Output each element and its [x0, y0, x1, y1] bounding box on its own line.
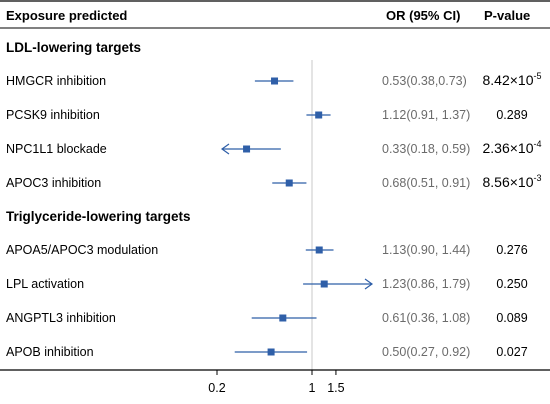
ci-text: 0.61(0.36, 1.08): [382, 311, 470, 325]
p-value: 0.250: [496, 277, 527, 291]
header-exposure: Exposure predicted: [6, 8, 127, 23]
row-label: PCSK9 inhibition: [6, 108, 100, 122]
header-pvalue: P-value: [484, 8, 530, 23]
ci-text: 0.68(0.51, 0.91): [382, 176, 470, 190]
p-value: 8.42×10-5: [482, 71, 541, 88]
point-estimate: [279, 314, 287, 322]
section-title-ldl: LDL-lowering targets: [6, 40, 141, 55]
ci-arrow-right: [364, 278, 374, 290]
row-label: HMGCR inhibition: [6, 74, 106, 88]
ci-text: 0.50(0.27, 0.92): [382, 345, 470, 359]
p-value: 0.276: [496, 243, 527, 257]
ci-arrow-left: [220, 143, 230, 155]
section-title-tg: Triglyceride-lowering targets: [6, 209, 191, 224]
point-estimate: [320, 280, 328, 288]
x-tick-label: 1.5: [327, 381, 344, 395]
point-estimate: [315, 111, 323, 119]
p-value: 8.56×10-3: [482, 173, 541, 190]
point-estimate: [271, 77, 279, 85]
row-label: NPC1L1 blockade: [6, 142, 107, 156]
point-estimate: [243, 145, 251, 153]
row-label: APOC3 inhibition: [6, 176, 101, 190]
ci-text: 1.12(0.91, 1.37): [382, 108, 470, 122]
p-value: 0.289: [496, 108, 527, 122]
point-estimate: [285, 179, 293, 187]
ci-text: 1.23(0.86, 1.79): [382, 277, 470, 291]
p-value: 0.027: [496, 345, 527, 359]
x-tick-label: 0.2: [208, 381, 225, 395]
p-value: 2.36×10-4: [482, 139, 541, 156]
row-label: LPL activation: [6, 277, 84, 291]
ci-text: 1.13(0.90, 1.44): [382, 243, 470, 257]
header-or: OR (95% CI): [386, 8, 460, 23]
row-label: APOA5/APOC3 modulation: [6, 243, 158, 257]
p-value: 0.089: [496, 311, 527, 325]
point-estimate: [267, 348, 275, 356]
ci-text: 0.53(0.38,0.73): [382, 74, 467, 88]
ci-text: 0.33(0.18, 0.59): [382, 142, 470, 156]
row-label: APOB inhibition: [6, 345, 94, 359]
row-label: ANGPTL3 inhibition: [6, 311, 116, 325]
point-estimate: [315, 246, 323, 254]
x-tick-label: 1: [309, 381, 316, 395]
